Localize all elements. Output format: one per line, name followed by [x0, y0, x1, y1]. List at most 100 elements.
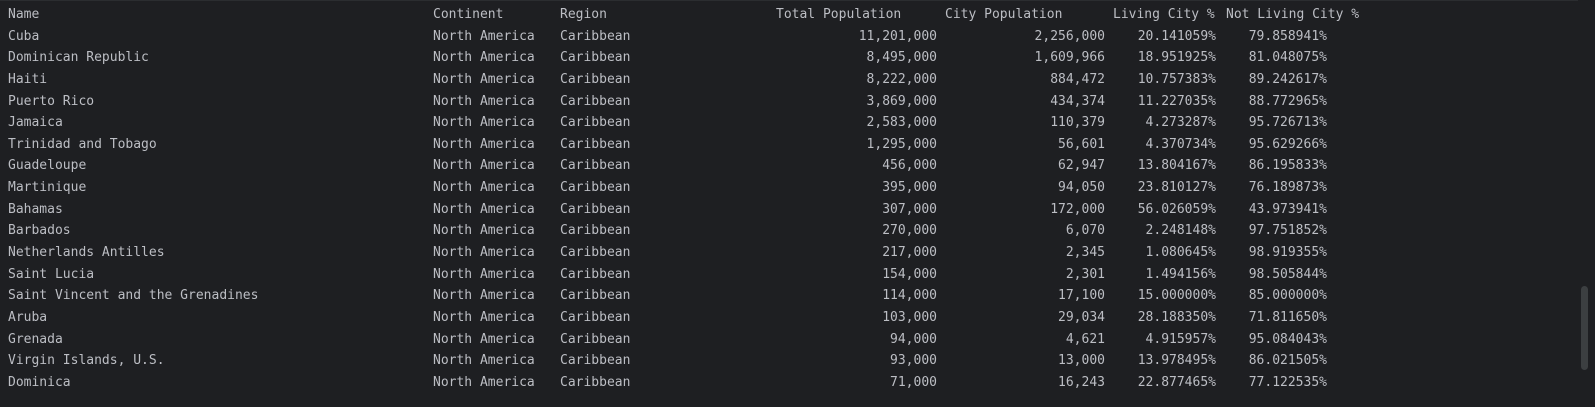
table-row[interactable]: Trinidad and Tobago North America Caribbea…: [0, 134, 1578, 156]
cell-region[interactable]: Caribbean: [560, 50, 631, 66]
cell-city-population[interactable]: 434,374: [1050, 93, 1105, 109]
cell-region[interactable]: Caribbean: [560, 288, 631, 304]
cell-total-population[interactable]: 456,000: [882, 158, 937, 174]
cell-name[interactable]: Bahamas: [8, 201, 63, 217]
cell-city-population[interactable]: 6,070: [1065, 223, 1105, 239]
table-row[interactable]: Saint Lucia North America Caribbean 154,000…: [0, 264, 1578, 286]
cell-continent[interactable]: North America: [433, 266, 535, 282]
table-row[interactable]: Dominica North America Caribbean 71,000 16,2…: [0, 372, 1578, 394]
cell-continent[interactable]: North America: [433, 353, 535, 369]
cell-total-population[interactable]: 94,000: [890, 331, 937, 347]
cell-region[interactable]: Caribbean: [560, 71, 631, 87]
table-row[interactable]: Cuba North America Caribbean 11,201,000 2,25…: [0, 26, 1578, 48]
cell-region[interactable]: Caribbean: [560, 201, 631, 217]
cell-total-population[interactable]: 93,000: [890, 353, 937, 369]
cell-city-population[interactable]: 16,243: [1058, 374, 1105, 390]
cell-living-city-pct[interactable]: 18.951925%: [1137, 50, 1216, 66]
cell-continent[interactable]: North America: [433, 201, 535, 217]
cell-city-population[interactable]: 2,256,000: [1034, 28, 1105, 44]
cell-region[interactable]: Caribbean: [560, 374, 631, 390]
cell-living-city-pct[interactable]: 1.494156%: [1145, 266, 1216, 282]
cell-region[interactable]: Caribbean: [560, 331, 631, 347]
cell-name[interactable]: Saint Vincent and the Grenadines: [8, 288, 259, 304]
cell-city-population[interactable]: 2,301: [1065, 266, 1105, 282]
cell-total-population[interactable]: 1,295,000: [866, 136, 937, 152]
cell-total-population[interactable]: 3,869,000: [866, 93, 937, 109]
cell-city-population[interactable]: 17,100: [1058, 288, 1105, 304]
column-header-name[interactable]: Name: [8, 7, 40, 22]
cell-name[interactable]: Martinique: [8, 180, 87, 196]
cell-total-population[interactable]: 114,000: [882, 288, 937, 304]
table-row[interactable]: Haiti North America Caribbean 8,222,000 884,…: [0, 69, 1578, 91]
cell-city-population[interactable]: 2,345: [1065, 245, 1105, 261]
cell-total-population[interactable]: 154,000: [882, 266, 937, 282]
cell-continent[interactable]: North America: [433, 136, 535, 152]
table-row[interactable]: Martinique North America Caribbean 395,000 9…: [0, 177, 1578, 199]
cell-not-living-city-pct[interactable]: 86.195833%: [1248, 158, 1327, 174]
cell-name[interactable]: Dominica: [8, 374, 71, 390]
cell-name[interactable]: Aruba: [8, 309, 48, 325]
cell-region[interactable]: Caribbean: [560, 158, 631, 174]
cell-living-city-pct[interactable]: 1.080645%: [1145, 245, 1216, 261]
cell-region[interactable]: Caribbean: [560, 245, 631, 261]
column-header-city-population[interactable]: City Population: [945, 7, 1063, 22]
table-row[interactable]: Guadeloupe North America Caribbean 456,000 6…: [0, 155, 1578, 177]
cell-continent[interactable]: North America: [433, 309, 535, 325]
table-row[interactable]: Puerto Rico North America Caribbean 3,869,0…: [0, 91, 1578, 113]
cell-total-population[interactable]: 8,495,000: [866, 50, 937, 66]
cell-continent[interactable]: North America: [433, 50, 535, 66]
cell-living-city-pct[interactable]: 4.273287%: [1145, 115, 1216, 131]
cell-living-city-pct[interactable]: 13.978495%: [1137, 353, 1216, 369]
cell-city-population[interactable]: 29,034: [1058, 309, 1105, 325]
cell-region[interactable]: Caribbean: [560, 353, 631, 369]
cell-name[interactable]: Grenada: [8, 331, 63, 347]
cell-living-city-pct[interactable]: 22.877465%: [1137, 374, 1216, 390]
cell-region[interactable]: Caribbean: [560, 28, 631, 44]
table-row[interactable]: Netherlands Antilles North America Caribbe…: [0, 242, 1578, 264]
cell-living-city-pct[interactable]: 20.141059%: [1137, 28, 1216, 44]
cell-not-living-city-pct[interactable]: 95.084043%: [1248, 331, 1327, 347]
cell-name[interactable]: Dominican Republic: [8, 50, 149, 66]
cell-continent[interactable]: North America: [433, 245, 535, 261]
cell-not-living-city-pct[interactable]: 85.000000%: [1248, 288, 1327, 304]
cell-continent[interactable]: North America: [433, 115, 535, 131]
cell-not-living-city-pct[interactable]: 71.811650%: [1248, 309, 1327, 325]
cell-not-living-city-pct[interactable]: 88.772965%: [1248, 93, 1327, 109]
cell-not-living-city-pct[interactable]: 98.919355%: [1248, 245, 1327, 261]
cell-region[interactable]: Caribbean: [560, 136, 631, 152]
cell-name[interactable]: Guadeloupe: [8, 158, 87, 174]
column-header-not-living-city-pct[interactable]: Not Living City %: [1226, 7, 1360, 22]
column-header-total-population[interactable]: Total Population: [776, 7, 902, 22]
cell-living-city-pct[interactable]: 2.248148%: [1145, 223, 1216, 239]
cell-not-living-city-pct[interactable]: 81.048075%: [1248, 50, 1327, 66]
cell-name[interactable]: Haiti: [8, 71, 48, 87]
cell-not-living-city-pct[interactable]: 43.973941%: [1248, 201, 1327, 217]
cell-continent[interactable]: North America: [433, 331, 535, 347]
cell-living-city-pct[interactable]: 10.757383%: [1137, 71, 1216, 87]
table-row[interactable]: Aruba North America Caribbean 103,000 29,034…: [0, 307, 1578, 329]
cell-continent[interactable]: North America: [433, 374, 535, 390]
cell-not-living-city-pct[interactable]: 76.189873%: [1248, 180, 1327, 196]
cell-not-living-city-pct[interactable]: 95.629266%: [1248, 136, 1327, 152]
cell-city-population[interactable]: 110,379: [1050, 115, 1105, 131]
cell-continent[interactable]: North America: [433, 288, 535, 304]
cell-total-population[interactable]: 395,000: [882, 180, 937, 196]
cell-continent[interactable]: North America: [433, 28, 535, 44]
cell-continent[interactable]: North America: [433, 223, 535, 239]
cell-name[interactable]: Saint Lucia: [8, 266, 95, 282]
cell-name[interactable]: Jamaica: [8, 115, 63, 131]
column-header-region[interactable]: Region: [560, 7, 607, 22]
cell-not-living-city-pct[interactable]: 77.122535%: [1248, 374, 1327, 390]
table-row[interactable]: Jamaica North America Caribbean 2,583,000 11…: [0, 112, 1578, 134]
cell-continent[interactable]: North America: [433, 93, 535, 109]
cell-not-living-city-pct[interactable]: 97.751852%: [1248, 223, 1327, 239]
cell-living-city-pct[interactable]: 4.370734%: [1145, 136, 1216, 152]
cell-living-city-pct[interactable]: 28.188350%: [1137, 309, 1216, 325]
cell-total-population[interactable]: 2,583,000: [866, 115, 937, 131]
cell-not-living-city-pct[interactable]: 98.505844%: [1248, 266, 1327, 282]
cell-region[interactable]: Caribbean: [560, 309, 631, 325]
cell-city-population[interactable]: 172,000: [1050, 201, 1105, 217]
cell-continent[interactable]: North America: [433, 71, 535, 87]
cell-total-population[interactable]: 307,000: [882, 201, 937, 217]
cell-living-city-pct[interactable]: 13.804167%: [1137, 158, 1216, 174]
